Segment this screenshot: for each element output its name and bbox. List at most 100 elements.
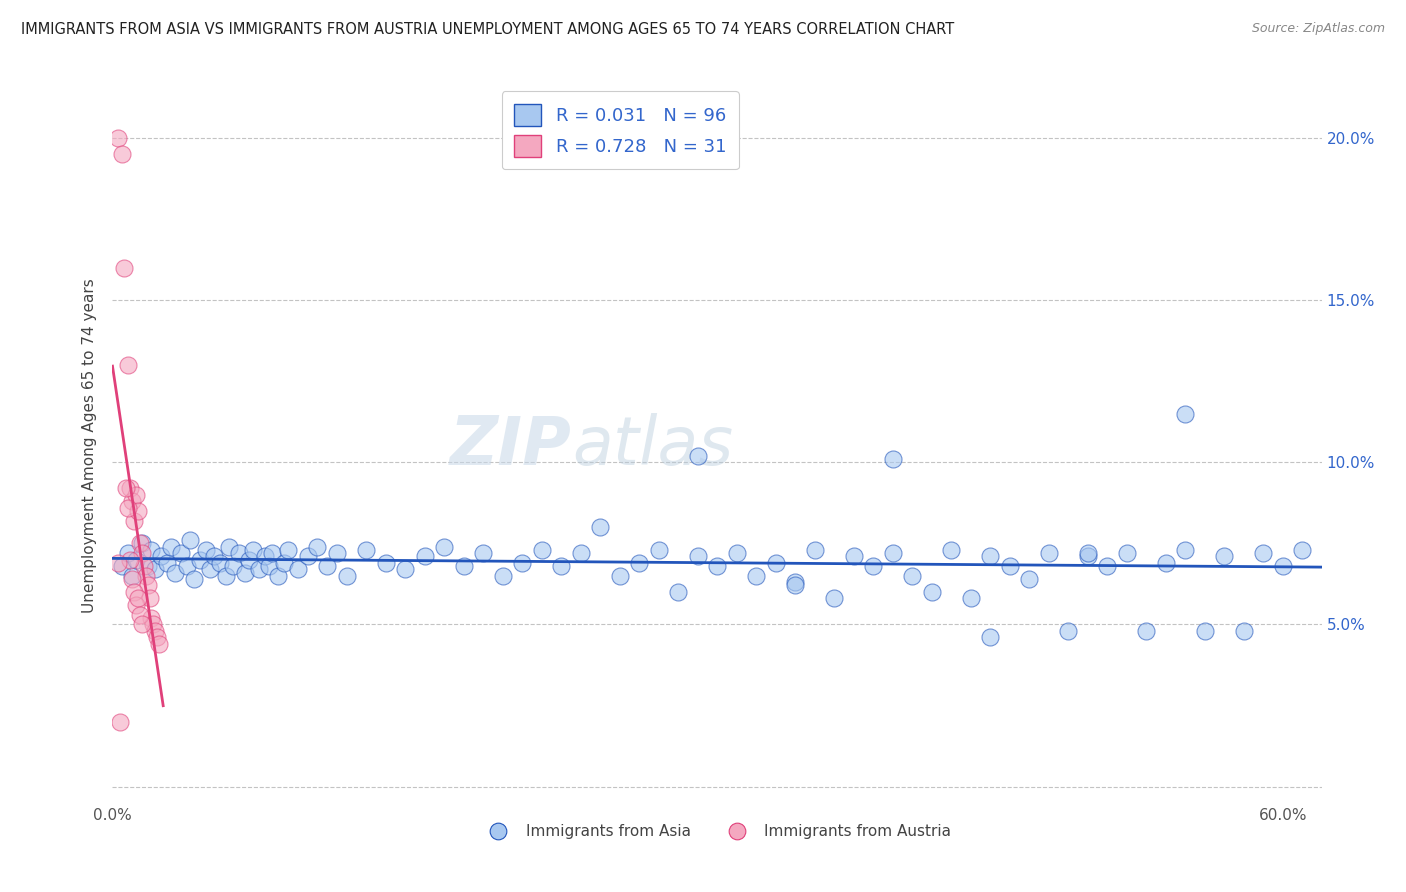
Point <box>183 572 205 586</box>
Point <box>125 488 148 502</box>
Point <box>569 546 592 560</box>
Point <box>979 549 1001 564</box>
Point <box>1154 556 1177 570</box>
Point <box>121 494 143 508</box>
Point <box>132 559 155 574</box>
Point <box>1174 542 1197 557</box>
Point <box>136 578 159 592</box>
Point <box>228 546 250 560</box>
Point <box>170 546 193 560</box>
Point <box>939 542 962 557</box>
Point <box>510 556 533 570</box>
Point <box>354 542 377 557</box>
Point <box>141 542 163 557</box>
Point <box>208 556 231 570</box>
Point <box>122 514 145 528</box>
Legend: Immigrants from Asia, Immigrants from Austria: Immigrants from Asia, Immigrants from Au… <box>477 818 957 845</box>
Point <box>273 556 295 570</box>
Point <box>998 559 1021 574</box>
Point <box>117 546 139 560</box>
Point <box>307 540 329 554</box>
Point <box>647 542 669 557</box>
Point <box>117 358 139 372</box>
Point <box>725 546 748 560</box>
Point <box>127 591 149 606</box>
Text: atlas: atlas <box>572 413 733 479</box>
Point <box>862 559 884 574</box>
Point <box>160 540 183 554</box>
Point <box>316 559 339 574</box>
Point <box>121 568 143 582</box>
Point <box>214 568 236 582</box>
Point <box>326 546 349 560</box>
Point <box>277 542 299 557</box>
Point <box>666 585 689 599</box>
Point <box>1095 559 1118 574</box>
Point <box>238 552 260 566</box>
Point <box>1135 624 1157 638</box>
Point <box>195 542 218 557</box>
Point <box>118 552 141 566</box>
Point <box>803 542 825 557</box>
Point <box>262 546 284 560</box>
Point <box>413 549 436 564</box>
Point <box>1233 624 1256 638</box>
Point <box>491 568 513 582</box>
Text: IMMIGRANTS FROM ASIA VS IMMIGRANTS FROM AUSTRIA UNEMPLOYMENT AMONG AGES 65 TO 74: IMMIGRANTS FROM ASIA VS IMMIGRANTS FROM … <box>21 22 955 37</box>
Point <box>335 568 357 582</box>
Point <box>1291 542 1313 557</box>
Point <box>135 568 157 582</box>
Point <box>107 131 129 145</box>
Point <box>112 260 135 275</box>
Point <box>107 556 129 570</box>
Point <box>148 637 170 651</box>
Point <box>979 631 1001 645</box>
Point <box>242 542 264 557</box>
Point <box>686 549 709 564</box>
Point <box>145 624 167 638</box>
Point <box>1038 546 1060 560</box>
Point <box>745 568 768 582</box>
Point <box>136 559 159 574</box>
Point <box>1251 546 1274 560</box>
Point <box>823 591 845 606</box>
Point <box>882 546 904 560</box>
Point <box>783 578 806 592</box>
Point <box>115 481 138 495</box>
Point <box>530 542 553 557</box>
Point <box>128 536 150 550</box>
Point <box>142 617 165 632</box>
Point <box>433 540 456 554</box>
Point <box>146 631 169 645</box>
Point <box>145 562 167 576</box>
Point <box>131 617 153 632</box>
Point <box>267 568 290 582</box>
Point <box>706 559 728 574</box>
Point <box>589 520 612 534</box>
Point <box>1194 624 1216 638</box>
Point <box>374 556 396 570</box>
Point <box>882 452 904 467</box>
Point <box>176 559 198 574</box>
Text: Source: ZipAtlas.com: Source: ZipAtlas.com <box>1251 22 1385 36</box>
Y-axis label: Unemployment Among Ages 65 to 74 years: Unemployment Among Ages 65 to 74 years <box>82 278 97 614</box>
Point <box>117 500 139 515</box>
Point <box>472 546 495 560</box>
Point <box>128 607 150 622</box>
Point <box>1018 572 1040 586</box>
Point <box>1077 549 1099 564</box>
Point <box>609 568 631 582</box>
Point <box>188 552 211 566</box>
Point <box>901 568 924 582</box>
Point <box>202 549 225 564</box>
Point <box>783 575 806 590</box>
Point <box>686 449 709 463</box>
Point <box>125 598 148 612</box>
Point <box>628 556 651 570</box>
Point <box>111 559 134 574</box>
Point <box>1077 546 1099 560</box>
Point <box>110 714 132 729</box>
Point <box>394 562 416 576</box>
Point <box>156 556 179 570</box>
Point <box>921 585 943 599</box>
